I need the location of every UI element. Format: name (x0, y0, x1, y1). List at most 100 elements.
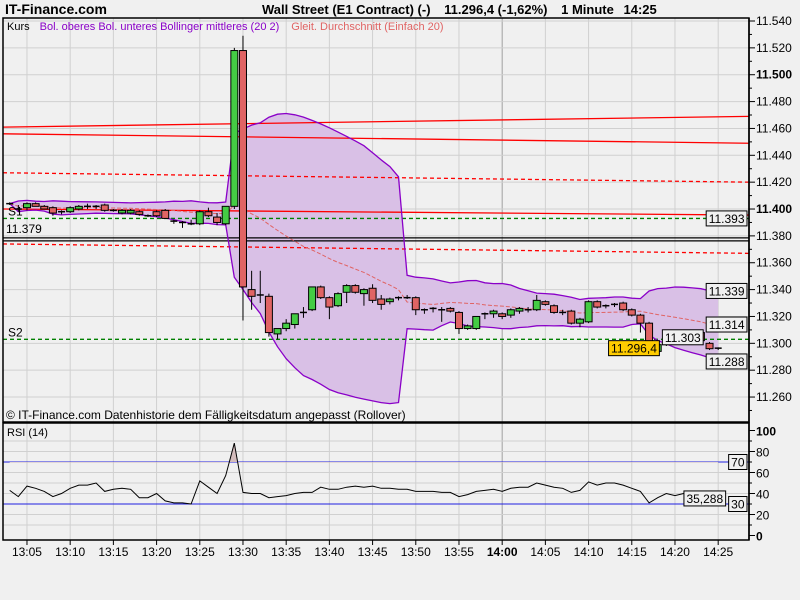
legend-sma: Gleit. Durchschnitt (Einfach 20) (291, 21, 443, 33)
candle (342, 284, 351, 304)
rsi-level-label-text: 70 (731, 456, 745, 470)
candle-body (351, 285, 360, 293)
candle-body (126, 209, 135, 214)
candle (627, 308, 636, 317)
price-label-box-bg (705, 316, 748, 333)
x-tick-label: 14:05 (530, 545, 560, 559)
candle-body (230, 50, 239, 207)
candle (282, 319, 291, 332)
candle-body (446, 307, 455, 312)
candle (368, 284, 377, 304)
candle (714, 347, 722, 351)
candle (446, 307, 455, 313)
candle (256, 270, 264, 304)
candle (22, 202, 31, 211)
rsi-y-tick-label: 100 (756, 425, 776, 439)
candle-body (368, 287, 377, 301)
y-tick-label: 11.340 (756, 283, 792, 297)
candle (325, 296, 334, 320)
candle (411, 296, 420, 316)
y-tick-label: 11.300 (756, 336, 792, 350)
y-tick-label: 11.520 (756, 41, 792, 55)
candle (532, 294, 541, 312)
price-label-box-bg (705, 353, 748, 370)
candle (498, 312, 507, 320)
candle (316, 285, 325, 300)
candle (48, 206, 57, 216)
candle (636, 313, 645, 333)
y-tick-label: 11.480 (756, 95, 792, 109)
candle-body (195, 211, 204, 225)
candle (204, 207, 213, 218)
rsi-y-tick-label: 40 (756, 488, 770, 502)
candle-body (48, 207, 57, 214)
price-label-box-text: 11.296,4 (611, 342, 657, 356)
line-label-s1: S1 (8, 204, 23, 218)
rsi-line (9, 442, 719, 505)
bollinger-lower-line (9, 203, 719, 405)
rsi-plot (3, 442, 749, 505)
candle (144, 214, 152, 218)
candle-body (135, 211, 144, 215)
candle-body (593, 301, 602, 308)
y-tick-label: 11.320 (756, 309, 792, 323)
rsi-title: RSI (14) (7, 427, 48, 439)
legend-bollinger: Bol. oberes Bol. unteres Bollinger mittl… (40, 21, 280, 33)
candle (481, 312, 489, 320)
candle-body (204, 211, 213, 217)
candle-body (377, 298, 386, 305)
y-tick-label: 11.360 (756, 256, 792, 270)
candle (429, 307, 437, 313)
candle-body (541, 301, 550, 305)
rsi-last-value-box-bg (683, 490, 727, 507)
resistance-line-3 (3, 172, 749, 183)
candle-body (584, 301, 593, 323)
candle (238, 35, 247, 321)
candle-body (325, 297, 334, 308)
candle (377, 294, 386, 310)
candle-body (273, 328, 282, 335)
candle (31, 202, 40, 207)
rsi-y-tick-label: 60 (756, 467, 770, 481)
candle-body (74, 205, 83, 210)
line-label-s2: S2 (8, 325, 23, 339)
candle (247, 270, 256, 310)
candle (351, 284, 360, 294)
x-tick-label: 14:00 (487, 545, 518, 559)
price-label-box-text: 11.314 (709, 318, 745, 332)
candle-body (213, 216, 222, 223)
bollinger-band-fill (9, 113, 719, 404)
candle (334, 292, 343, 308)
candle (593, 300, 602, 309)
candle (221, 205, 230, 226)
candle-body (472, 315, 481, 330)
candle (152, 210, 161, 218)
price-label-box: 11.339 (705, 282, 748, 299)
price-label-box-text: 11.393 (709, 212, 745, 226)
candle-body (66, 207, 75, 213)
candle (359, 288, 368, 306)
candle (472, 315, 481, 330)
candle (118, 209, 127, 215)
price-label-box: 11.393 (705, 210, 748, 227)
price-label-box-text: 11.288 (709, 355, 745, 369)
candle-body (290, 313, 299, 326)
x-tick-label: 13:15 (98, 545, 128, 559)
candle-body (498, 313, 507, 317)
candle-body (515, 307, 524, 312)
candle (454, 311, 463, 334)
price-label-box: 11.303 (661, 329, 704, 346)
bollinger-upper-line (9, 112, 719, 301)
candle-body (264, 295, 273, 334)
resistance-line-1 (3, 115, 749, 128)
x-tick-label: 13:30 (228, 545, 258, 559)
candle-body (489, 310, 498, 315)
candle (92, 204, 100, 210)
candle (575, 317, 584, 328)
axes: 13:05 13:10 13:15 13:20 13:25 13:30 13:35 13:40… (12, 14, 792, 559)
x-tick-label: 14:10 (574, 545, 604, 559)
candle-body (575, 318, 584, 324)
candle-body (385, 298, 394, 303)
candle (83, 203, 91, 210)
